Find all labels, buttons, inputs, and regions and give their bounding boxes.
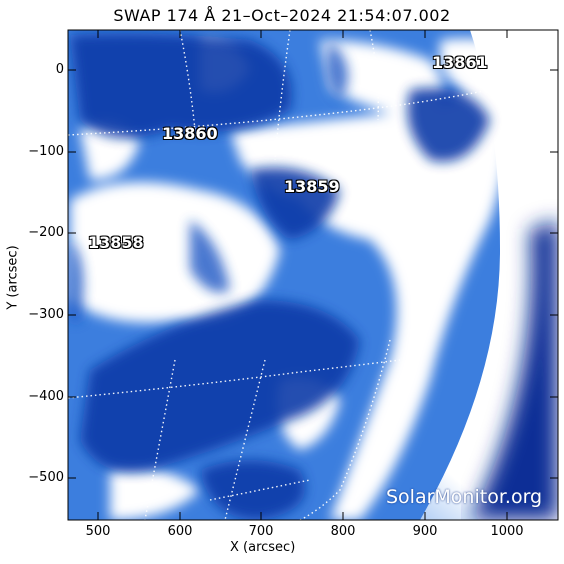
y-tick-label: 0: [55, 62, 64, 77]
x-tick-label: 600: [167, 524, 193, 539]
x-axis-label: X (arcsec): [230, 540, 296, 555]
active-region-label: 13860: [162, 124, 218, 143]
active-region-label: 13861: [432, 53, 488, 72]
plot-frame: [67, 29, 559, 521]
watermark: SolarMonitor.org: [386, 486, 543, 508]
x-tick-label: 900: [412, 524, 438, 539]
solar-image: [68, 30, 558, 520]
x-tick-label: 1000: [490, 524, 524, 539]
x-tick-label: 800: [330, 524, 356, 539]
y-tick-label: −400: [28, 389, 64, 404]
y-tick-label: −500: [28, 470, 64, 485]
active-region-label: 13859: [284, 177, 340, 196]
y-tick-label: −200: [28, 225, 64, 240]
x-tick-label: 500: [85, 524, 111, 539]
active-region-label: 13858: [88, 233, 144, 252]
image-title: SWAP 174 Å 21–Oct–2024 21:54:07.002: [113, 6, 451, 25]
y-tick-label: −100: [28, 144, 64, 159]
x-tick-label: 700: [248, 524, 274, 539]
y-axis-label: Y (arcsec): [5, 245, 21, 310]
y-tick-label: −300: [28, 307, 64, 322]
